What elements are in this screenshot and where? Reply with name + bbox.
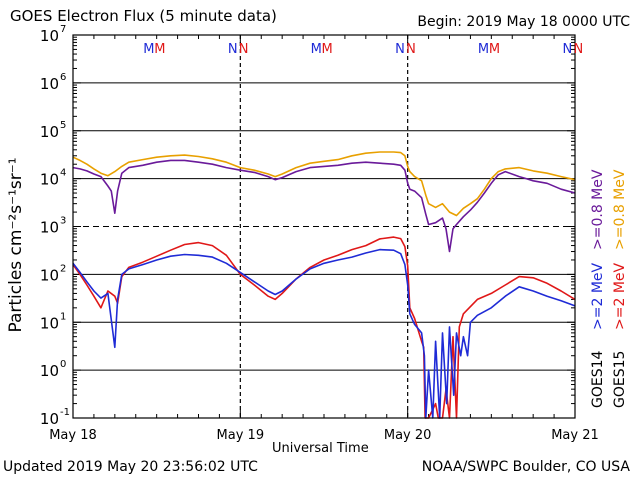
plot-frame [72,34,576,419]
chart-title: GOES Electron Flux (5 minute data) [10,7,277,25]
y-tick-exponent: 3 [60,216,66,227]
series-line [72,159,576,253]
day-marker-label: M [143,42,154,57]
y-tick-exponent: 5 [60,120,66,131]
x-tick-label: May 21 [551,428,599,443]
y-tick-exponent: -1 [60,407,70,418]
y-tick-label: 10 [40,171,59,189]
day-marker-label: M [478,42,489,57]
y-tick-label: 10 [40,362,59,380]
x-axis-label: Universal Time [272,441,369,456]
x-tick-label: May 19 [217,428,265,443]
day-marker-label: M [322,42,333,57]
y-tick-exponent: 7 [60,24,66,35]
y-tick-label: 10 [40,123,59,141]
day-marker-label: N [562,42,572,57]
y-tick-exponent: 2 [60,263,66,274]
day-marker-label: N [573,42,583,57]
legend-entry: GOES14 [590,350,606,408]
day-marker-label: M [154,42,165,57]
source-credit: NOAA/SWPC Boulder, CO USA [421,459,630,475]
begin-time: Begin: 2019 May 18 0000 UTC [417,14,630,30]
legend-entry: >=0.8 MeV [590,169,606,250]
legend-entry: >=0.8 MeV [612,169,628,250]
day-marker-label: M [489,42,500,57]
y-axis-label: Particles cm⁻²s⁻¹sr⁻¹ [6,157,26,333]
updated-timestamp: Updated 2019 May 20 23:56:02 UTC [3,459,258,475]
day-marker-label: N [406,42,416,57]
legend-entry: >=2 MeV [590,262,606,330]
day-marker-label: M [311,42,322,57]
legend-entry: GOES15 [612,350,628,408]
y-tick-exponent: 6 [60,72,66,83]
y-tick-exponent: 4 [60,168,66,179]
y-tick-exponent: 1 [60,311,66,322]
day-marker-label: N [239,42,249,57]
x-tick-label: May 20 [384,428,432,443]
day-marker-label: N [228,42,238,57]
legend-entry: >=2 MeV [612,262,628,330]
y-tick-label: 10 [40,75,59,93]
y-tick-label: 10 [40,27,59,45]
y-tick-label: 10 [40,314,59,332]
series-line [72,236,576,419]
y-tick-exponent: 0 [60,359,66,370]
series-line [72,151,576,217]
day-marker-label: N [395,42,405,57]
x-tick-label: May 18 [49,428,97,443]
y-tick-label: 10 [40,266,59,284]
series-line [72,248,576,419]
y-tick-label: 10 [40,410,59,428]
y-tick-label: 10 [40,219,59,237]
